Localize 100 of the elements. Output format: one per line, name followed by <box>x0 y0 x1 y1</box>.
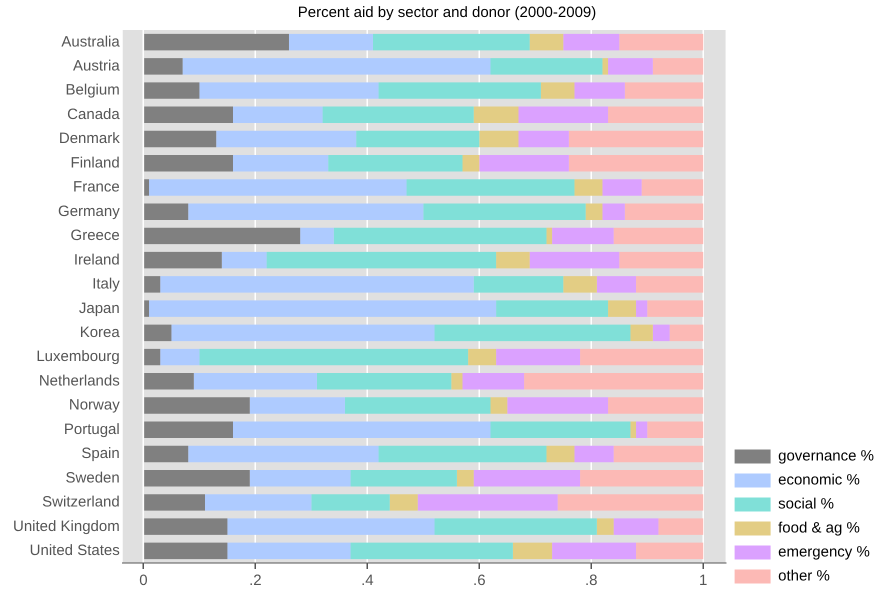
bar <box>479 130 518 148</box>
bar <box>647 300 704 317</box>
bar <box>144 82 200 99</box>
bar <box>518 106 608 124</box>
bar <box>390 494 418 511</box>
legend-label: governance % <box>778 448 874 465</box>
bar <box>233 106 323 124</box>
bar <box>614 228 704 244</box>
bar <box>558 494 704 511</box>
bar <box>652 324 670 342</box>
bar <box>580 470 704 486</box>
y-tick-label: Denmark <box>58 130 120 148</box>
bar <box>552 228 614 244</box>
bar <box>507 397 608 414</box>
bar <box>530 252 620 268</box>
bar <box>344 397 490 414</box>
bar <box>574 82 625 99</box>
bar <box>205 494 312 511</box>
bar <box>552 542 636 560</box>
bar <box>227 542 351 560</box>
y-tick-label: United Kingdom <box>12 518 120 535</box>
y-tick-label: Ireland <box>74 251 120 268</box>
bar <box>496 252 530 268</box>
y-tick-label: Spain <box>81 445 120 462</box>
bar <box>418 494 558 511</box>
bar <box>222 252 267 268</box>
bar <box>144 203 188 220</box>
bar <box>144 179 150 196</box>
bar <box>518 130 569 148</box>
y-tick-label: Belgium <box>66 82 120 99</box>
bar <box>474 470 580 486</box>
bar <box>462 155 480 172</box>
bar <box>144 446 188 462</box>
bar <box>574 446 614 462</box>
bar <box>199 348 468 366</box>
bar <box>596 518 614 535</box>
bar <box>194 373 317 390</box>
bar <box>546 446 574 462</box>
bar <box>574 179 602 196</box>
bar <box>614 446 704 462</box>
bar <box>496 348 580 366</box>
bar <box>144 228 300 244</box>
bar <box>474 276 564 293</box>
bar <box>216 130 356 148</box>
y-tick-label: Greece <box>70 227 120 244</box>
bar <box>630 324 653 342</box>
chart-title: Percent aid by sector and donor (2000-2009) <box>298 4 596 22</box>
bar <box>144 252 222 268</box>
bar <box>608 58 653 75</box>
y-tick-label: Finland <box>70 154 120 172</box>
bar <box>658 518 704 535</box>
bar <box>149 300 496 317</box>
bar <box>144 324 172 342</box>
y-tick-label: Austria <box>73 57 120 74</box>
bar <box>636 276 704 293</box>
bar <box>624 203 704 220</box>
bar <box>512 542 552 560</box>
y-tick-label: Germany <box>58 202 120 220</box>
x-tick-label: .8 <box>585 572 598 590</box>
legend-label: food & ag % <box>778 520 860 537</box>
bar <box>568 155 704 172</box>
bar <box>144 373 194 390</box>
bar <box>144 397 250 414</box>
bar <box>636 422 648 438</box>
x-tick-label: .2 <box>249 572 262 590</box>
legend-label: social % <box>778 496 834 513</box>
bar <box>144 34 289 50</box>
bar <box>586 203 602 220</box>
bar <box>630 422 636 438</box>
y-tick-label: Japan <box>78 300 120 317</box>
y-tick-label: Portugal <box>64 420 120 438</box>
bar <box>144 348 160 366</box>
bar <box>250 397 345 414</box>
bar <box>378 82 541 99</box>
bar <box>619 34 704 50</box>
bar <box>182 58 490 75</box>
bar <box>602 58 608 75</box>
bar <box>350 470 457 486</box>
bar <box>227 518 435 535</box>
bar <box>451 373 463 390</box>
bar <box>636 542 704 560</box>
bar <box>250 470 351 486</box>
bar <box>423 203 586 220</box>
bar <box>434 324 630 342</box>
y-tick-label: Korea <box>80 324 120 341</box>
bar <box>608 397 704 414</box>
bar <box>334 228 546 244</box>
bar <box>144 542 228 560</box>
bar <box>144 494 206 511</box>
y-tick-label: Australia <box>61 33 120 50</box>
bar <box>642 179 704 196</box>
y-tick-label: Luxembourg <box>36 348 120 366</box>
bar <box>462 373 524 390</box>
bar <box>474 106 518 124</box>
bar <box>546 228 552 244</box>
bar <box>144 422 234 438</box>
bar <box>350 542 513 560</box>
bar <box>372 34 530 50</box>
bar <box>434 518 597 535</box>
bar <box>563 276 597 293</box>
